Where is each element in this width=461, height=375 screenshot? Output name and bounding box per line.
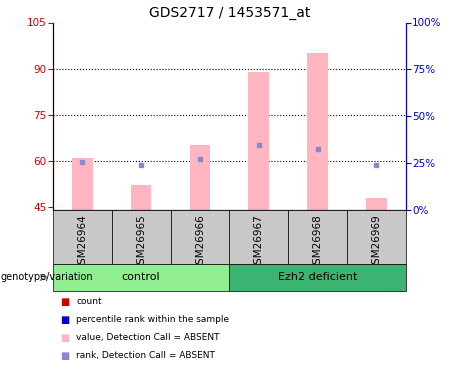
- Text: rank, Detection Call = ABSENT: rank, Detection Call = ABSENT: [76, 351, 215, 360]
- Bar: [248, 72, 269, 210]
- Bar: [230, 264, 406, 291]
- Text: percentile rank within the sample: percentile rank within the sample: [76, 315, 229, 324]
- Text: GSM26965: GSM26965: [136, 214, 146, 270]
- Bar: [112, 210, 171, 264]
- Bar: [307, 53, 328, 210]
- Bar: [288, 210, 347, 264]
- Text: ■: ■: [60, 333, 69, 343]
- Bar: [53, 264, 230, 291]
- Text: GSM26966: GSM26966: [195, 214, 205, 270]
- Text: ■: ■: [60, 351, 69, 361]
- Bar: [131, 185, 152, 210]
- Text: GSM26969: GSM26969: [371, 214, 381, 270]
- Text: Ezh2 deficient: Ezh2 deficient: [278, 273, 357, 282]
- Text: GSM26968: GSM26968: [313, 214, 323, 270]
- Bar: [366, 198, 387, 210]
- Text: genotype/variation: genotype/variation: [1, 273, 94, 282]
- Text: control: control: [122, 273, 160, 282]
- Bar: [230, 210, 288, 264]
- Bar: [189, 146, 210, 210]
- Text: ■: ■: [60, 297, 69, 307]
- Text: value, Detection Call = ABSENT: value, Detection Call = ABSENT: [76, 333, 219, 342]
- Bar: [347, 210, 406, 264]
- Text: GSM26964: GSM26964: [77, 214, 88, 270]
- Text: GSM26967: GSM26967: [254, 214, 264, 270]
- Bar: [72, 158, 93, 210]
- Title: GDS2717 / 1453571_at: GDS2717 / 1453571_at: [148, 6, 310, 20]
- Bar: [171, 210, 229, 264]
- Text: count: count: [76, 297, 102, 306]
- Bar: [53, 210, 112, 264]
- Text: ■: ■: [60, 315, 69, 325]
